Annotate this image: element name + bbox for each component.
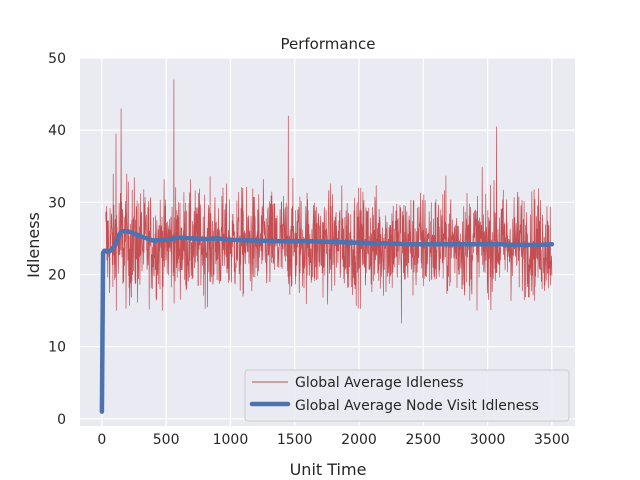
legend-label-node-visit: Global Average Node Visit Idleness: [295, 398, 539, 414]
legend-label-idleness: Global Average Idleness: [295, 375, 464, 391]
y-tick-labels: 0 10 20 30 40 50: [48, 51, 66, 428]
chart-title: Performance: [280, 35, 375, 53]
x-axis-label: Unit Time: [290, 460, 367, 479]
x-tick-label: 2500: [405, 432, 441, 448]
y-axis-label: Idleness: [24, 212, 43, 278]
y-tick-label: 0: [57, 412, 66, 428]
y-tick-label: 20: [48, 267, 66, 283]
y-tick-label: 10: [48, 340, 66, 356]
legend-box: [244, 369, 570, 422]
x-tick-label: 3500: [534, 432, 570, 448]
legend: Global Average Idleness Global Average N…: [244, 369, 570, 422]
x-tick-label: 500: [153, 432, 180, 448]
x-tick-label: 2000: [341, 432, 377, 448]
x-tick-label: 1000: [213, 432, 249, 448]
x-tick-label: 0: [97, 432, 106, 448]
series-layer: [99, 79, 555, 414]
series-line-global-average-node-visit-idleness: [99, 228, 555, 414]
y-tick-label: 30: [48, 195, 66, 211]
x-tick-labels: 0 500 1000 1500 2000 2500 3000 3500: [97, 432, 569, 448]
x-tick-label: 1500: [277, 432, 313, 448]
y-tick-label: 40: [48, 123, 66, 139]
y-tick-label: 50: [48, 51, 66, 67]
x-tick-label: 3000: [470, 432, 506, 448]
series-line-global-average-idleness: [105, 79, 553, 324]
